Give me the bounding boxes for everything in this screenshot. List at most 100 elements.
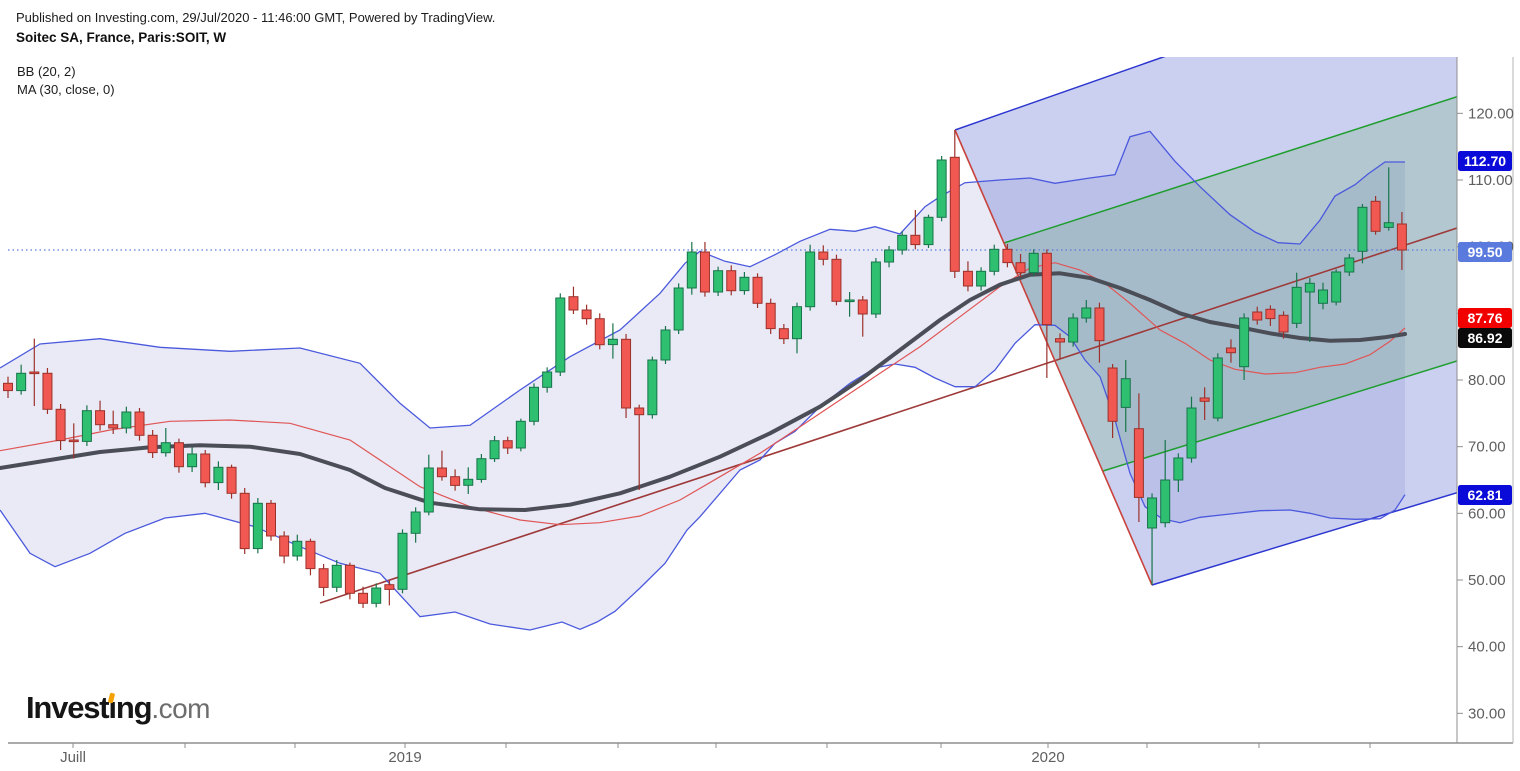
candle-body bbox=[713, 270, 724, 293]
candle-body bbox=[1383, 222, 1394, 228]
logo-suffix: .com bbox=[151, 693, 210, 724]
candle-body bbox=[831, 258, 842, 302]
blue-channel-line[interactable] bbox=[1151, 491, 1457, 586]
price-badge: 112.70 bbox=[1458, 151, 1512, 171]
candle-body bbox=[1396, 223, 1407, 251]
candle-body bbox=[384, 584, 395, 590]
candle-body bbox=[266, 502, 276, 537]
y-tick-label: 60.00 bbox=[1468, 505, 1506, 522]
candle-body bbox=[42, 372, 53, 410]
candle-body bbox=[489, 440, 500, 460]
candle-body bbox=[910, 234, 921, 246]
candle-body bbox=[68, 439, 79, 443]
candle-body bbox=[436, 467, 447, 478]
candle-body bbox=[1002, 248, 1013, 264]
x-tick-label: 2020 bbox=[1031, 749, 1064, 766]
candle-body bbox=[1304, 282, 1315, 293]
y-tick-label: 50.00 bbox=[1468, 572, 1506, 589]
candle-body bbox=[1160, 479, 1171, 524]
candle-body bbox=[476, 458, 487, 480]
candles-layer bbox=[3, 129, 1407, 609]
candle-body bbox=[555, 297, 566, 373]
price-badge-label: 86.92 bbox=[1467, 330, 1502, 346]
candle-body bbox=[1068, 317, 1079, 343]
bb-upper-line bbox=[0, 130, 1405, 429]
investing-logo: Investıng.com bbox=[26, 690, 210, 726]
indicator-legend: BB (20, 2) MA (30, close, 0) bbox=[17, 63, 115, 99]
bb-middle-line bbox=[0, 262, 1406, 526]
candle-body bbox=[160, 442, 171, 454]
price-badge: 99.50 bbox=[1458, 242, 1512, 262]
candle-body bbox=[200, 453, 211, 484]
candle-body bbox=[923, 216, 934, 246]
candle-body bbox=[292, 540, 303, 557]
candle-body bbox=[305, 540, 316, 570]
candle-body bbox=[897, 234, 908, 251]
candle-body bbox=[1357, 206, 1368, 252]
candle-body bbox=[1147, 497, 1158, 529]
candle-body bbox=[529, 386, 539, 422]
candle-body bbox=[29, 371, 40, 375]
candle-body bbox=[581, 309, 592, 320]
candle-body bbox=[1173, 457, 1184, 481]
candle-body bbox=[1265, 308, 1276, 320]
candle-body bbox=[134, 411, 145, 436]
candle-body bbox=[1094, 307, 1105, 342]
price-badge-label: 99.50 bbox=[1467, 244, 1502, 260]
candle-body bbox=[818, 251, 829, 260]
candle-body bbox=[739, 276, 750, 292]
candle-body bbox=[936, 159, 947, 218]
candle-body bbox=[1212, 357, 1223, 419]
green-channel-line[interactable] bbox=[1102, 360, 1457, 472]
legend-ma: MA (30, close, 0) bbox=[17, 82, 115, 97]
candle-body bbox=[765, 302, 776, 330]
candle-body bbox=[594, 318, 605, 346]
channel-left-edge[interactable] bbox=[954, 129, 1153, 586]
candle-body bbox=[621, 338, 632, 409]
candle-body bbox=[607, 338, 618, 346]
y-tick-label: 110.00 bbox=[1468, 172, 1513, 189]
candle-body bbox=[857, 299, 868, 315]
candle-body bbox=[318, 568, 329, 588]
candle-body bbox=[962, 270, 973, 287]
candle-body bbox=[213, 466, 224, 484]
candle-body bbox=[949, 156, 960, 272]
ascending-trendline[interactable] bbox=[319, 227, 1457, 604]
candle-body bbox=[805, 251, 816, 308]
candle-body bbox=[647, 359, 658, 416]
candle-body bbox=[1041, 252, 1052, 326]
candle-body bbox=[502, 440, 513, 449]
candle-body bbox=[187, 453, 198, 468]
candle-body bbox=[121, 411, 132, 429]
candle-body bbox=[423, 467, 434, 513]
candle-body bbox=[686, 251, 697, 289]
candle-body bbox=[792, 306, 802, 340]
candle-body bbox=[726, 270, 737, 292]
candle-body bbox=[95, 410, 106, 426]
candle-body bbox=[239, 492, 250, 550]
candle-body bbox=[1239, 317, 1250, 368]
candle-body bbox=[463, 478, 474, 486]
blue-channel-line[interactable] bbox=[954, 0, 1457, 131]
candle-body bbox=[279, 535, 290, 557]
x-tick-label: 2019 bbox=[388, 749, 421, 766]
candle-body bbox=[515, 420, 526, 449]
y-tick-label: 30.00 bbox=[1468, 705, 1506, 722]
candle-body bbox=[55, 408, 66, 442]
candle-body bbox=[1107, 367, 1118, 422]
candle-body bbox=[1291, 286, 1302, 324]
logo-orange-accent-icon: ı bbox=[108, 690, 117, 725]
candle-body bbox=[634, 407, 645, 416]
green-channel-line[interactable] bbox=[1003, 95, 1457, 244]
candle-body bbox=[3, 382, 13, 392]
candle-body bbox=[884, 249, 895, 263]
candle-body bbox=[1015, 262, 1026, 274]
candle-body bbox=[410, 511, 421, 534]
candle-body bbox=[1318, 289, 1328, 304]
candle-body bbox=[1225, 347, 1236, 354]
candle-body bbox=[358, 592, 369, 604]
candle-body bbox=[1344, 257, 1355, 273]
y-tick-label: 120.00 bbox=[1468, 105, 1514, 122]
